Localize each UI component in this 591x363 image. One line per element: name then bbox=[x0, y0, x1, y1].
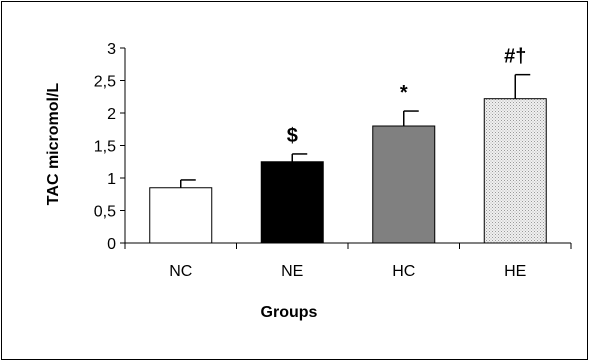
y-tick-label: 1 bbox=[107, 171, 116, 188]
significance-label-he: #† bbox=[504, 46, 526, 68]
bar-nc bbox=[149, 187, 213, 244]
significance-label-ne: $ bbox=[287, 125, 298, 147]
x-tick-label: HE bbox=[504, 263, 526, 280]
x-tick-label: HC bbox=[392, 263, 415, 280]
x-tick-label: NC bbox=[169, 263, 192, 280]
y-tick-label: 3 bbox=[107, 41, 116, 58]
x-tick-label: NE bbox=[281, 263, 303, 280]
y-tick-label: 0 bbox=[107, 236, 116, 253]
y-tick-label: 1,5 bbox=[94, 139, 116, 156]
y-tick-label: 2 bbox=[107, 106, 116, 123]
x-axis-title: Groups bbox=[261, 304, 318, 321]
bar-ne bbox=[260, 161, 324, 244]
significance-label-hc: * bbox=[400, 82, 408, 104]
bar-he bbox=[483, 98, 547, 244]
y-tick-label: 0,5 bbox=[94, 204, 116, 221]
y-tick-label: 2,5 bbox=[94, 74, 116, 91]
bar-hc bbox=[372, 125, 436, 244]
y-axis-title: TAC micromol/L bbox=[45, 83, 62, 206]
